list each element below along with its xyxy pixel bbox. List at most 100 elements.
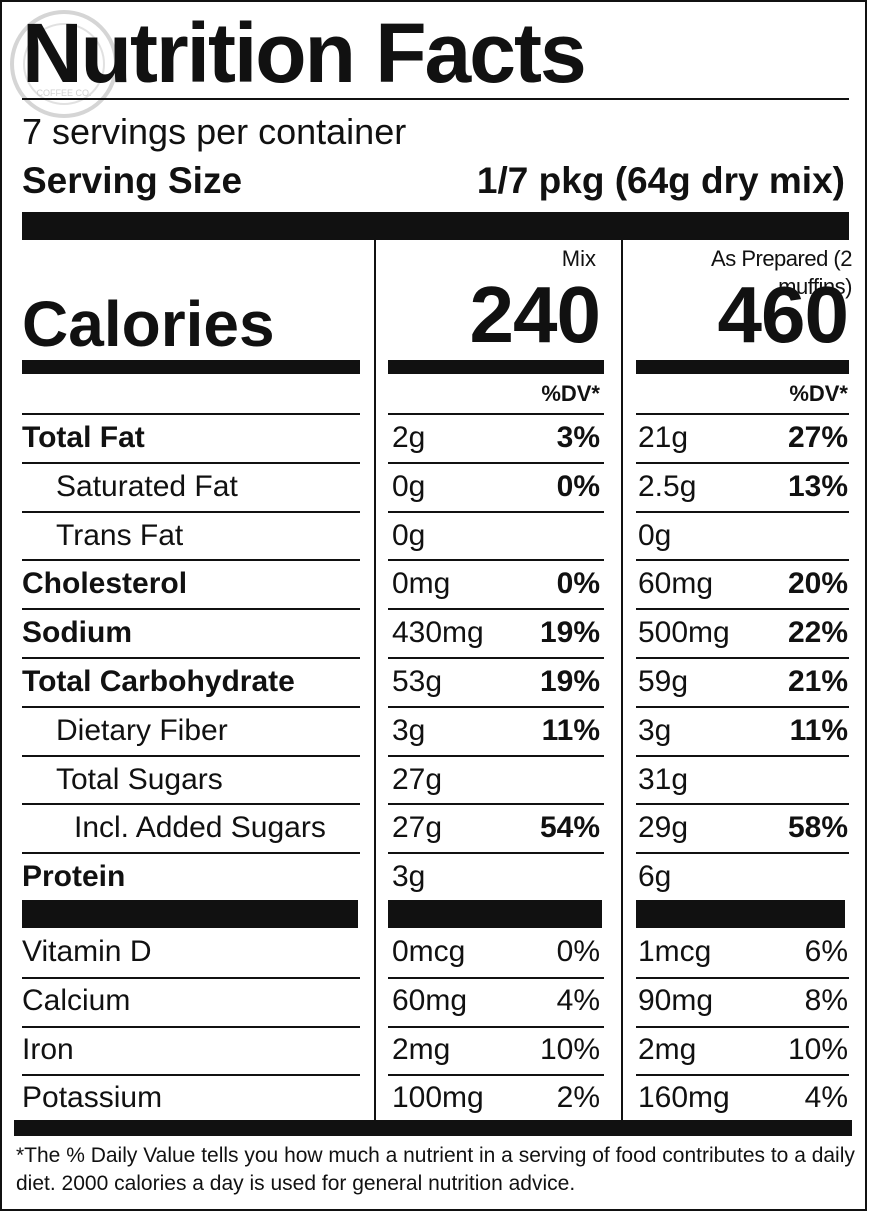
nutrient-mix-amount: 3g [392,713,426,747]
row-divider [388,705,604,708]
row-divider [636,705,849,708]
vitamin-name: Iron [22,1032,74,1066]
nutrient-name: Cholesterol [22,567,188,601]
row-divider [388,1074,604,1077]
row-divider [22,852,360,855]
column-separator-prepared [621,240,623,1120]
nutrient-mix-dv: 19% [539,665,600,698]
nutrient-mix-amount: 430mg [392,616,484,650]
row-divider [636,754,849,757]
vitamin-prepared-amount: 1mcg [638,935,712,968]
row-divider [22,1074,360,1077]
vitamin-mix-dv: 2% [556,1081,600,1115]
row-divider [636,461,849,464]
divider-thick-top [22,212,849,240]
divider-vitamins-name [22,900,358,928]
row-divider [388,413,604,415]
nutrient-prepared-amount: 21g [638,421,689,454]
row-divider [388,803,604,806]
divider-calories-name [22,360,360,374]
nutrient-mix-amount: 27g [392,811,443,845]
nutrient-name: Saturated Fat [56,469,238,503]
divider-calories-prepared [636,360,849,374]
vitamin-name: Potassium [22,1081,163,1115]
nutrient-prepared-dv: 13% [787,469,848,503]
divider-calories-mix [388,360,604,374]
column-header-mix: Mix [561,246,596,271]
vitamin-mix-amount: 0mcg [392,935,466,968]
nutrient-name: Total Sugars [56,762,223,796]
row-divider [22,657,360,659]
nutrient-mix-amount: 27g [392,762,443,796]
vitamin-prepared-amount: 160mg [638,1081,730,1115]
nutrient-name: Dietary Fiber [56,713,228,747]
row-divider [388,754,604,757]
nutrient-mix-amount: 0g [392,518,426,552]
row-divider [636,852,849,855]
nutrient-name: Trans Fat [56,518,184,552]
label-title: Nutrition Facts [22,6,587,100]
row-divider [636,608,849,611]
row-divider [22,754,360,757]
row-divider [22,413,360,415]
nutrient-name: Total Fat [22,421,145,454]
vitamin-prepared-amount: 90mg [638,983,714,1017]
serving-size-value: 1/7 pkg (64g dry mix) [476,160,845,201]
row-divider [22,559,360,562]
nutrient-prepared-dv: 22% [787,616,848,650]
vitamin-name: Vitamin D [22,935,152,968]
nutrient-name: Sodium [22,616,132,650]
row-divider [388,1025,604,1028]
vitamin-prepared-amount: 2mg [638,1032,697,1066]
nutrient-mix-amount: 0mg [392,567,451,601]
nutrient-name: Incl. Added Sugars [74,811,326,845]
row-divider [636,510,849,513]
row-divider [388,608,604,611]
row-divider [22,510,360,513]
vitamin-mix-amount: 100mg [392,1081,484,1115]
row-divider [22,705,360,708]
dv-header-prepared: %DV* [789,381,848,406]
nutrient-prepared-amount: 6g [638,860,672,894]
divider-title [22,98,849,100]
calories-prepared-value: 460 [717,270,849,359]
nutrient-mix-dv: 11% [541,713,600,747]
row-divider [636,1074,849,1077]
divider-thick-bottom [14,1120,852,1136]
row-divider [388,510,604,513]
nutrient-mix-dv: 19% [539,616,600,650]
footnote: *The % Daily Value tells you how much a … [16,1144,855,1195]
vitamin-mix-dv: 0% [556,935,600,968]
nutrient-prepared-dv: 11% [789,713,848,747]
nutrient-prepared-dv: 27% [787,421,848,454]
nutrient-prepared-dv: 21% [787,665,848,698]
nutrient-mix-amount: 2g [392,421,426,454]
nutrient-mix-amount: 3g [392,860,426,894]
row-divider [388,976,604,979]
nutrient-name: Total Carbohydrate [22,665,295,698]
nutrient-prepared-amount: 59g [638,665,689,698]
vitamin-mix-amount: 2mg [392,1032,451,1066]
nutrient-mix-dv: 3% [556,421,600,454]
row-divider [388,852,604,855]
nutrient-prepared-amount: 3g [638,713,672,747]
nutrient-mix-amount: 0g [392,469,426,503]
row-divider [636,1025,849,1028]
calories-mix-value: 240 [469,270,601,359]
nutrient-prepared-amount: 31g [638,762,689,796]
nutrient-prepared-amount: 60mg [638,567,714,601]
nutrient-prepared-amount: 500mg [638,616,730,650]
row-divider [22,461,360,464]
row-divider [22,803,360,806]
vitamin-prepared-dv: 10% [787,1032,848,1066]
vitamin-prepared-dv: 8% [804,983,848,1017]
nutrient-prepared-dv: 58% [787,811,848,845]
nutrient-prepared-amount: 29g [638,811,689,845]
row-divider [22,1025,360,1028]
row-divider [636,413,849,415]
row-divider [388,657,604,659]
dv-header-mix: %DV* [541,381,600,406]
servings-per-container: 7 servings per container [22,111,407,152]
row-divider [22,976,360,979]
